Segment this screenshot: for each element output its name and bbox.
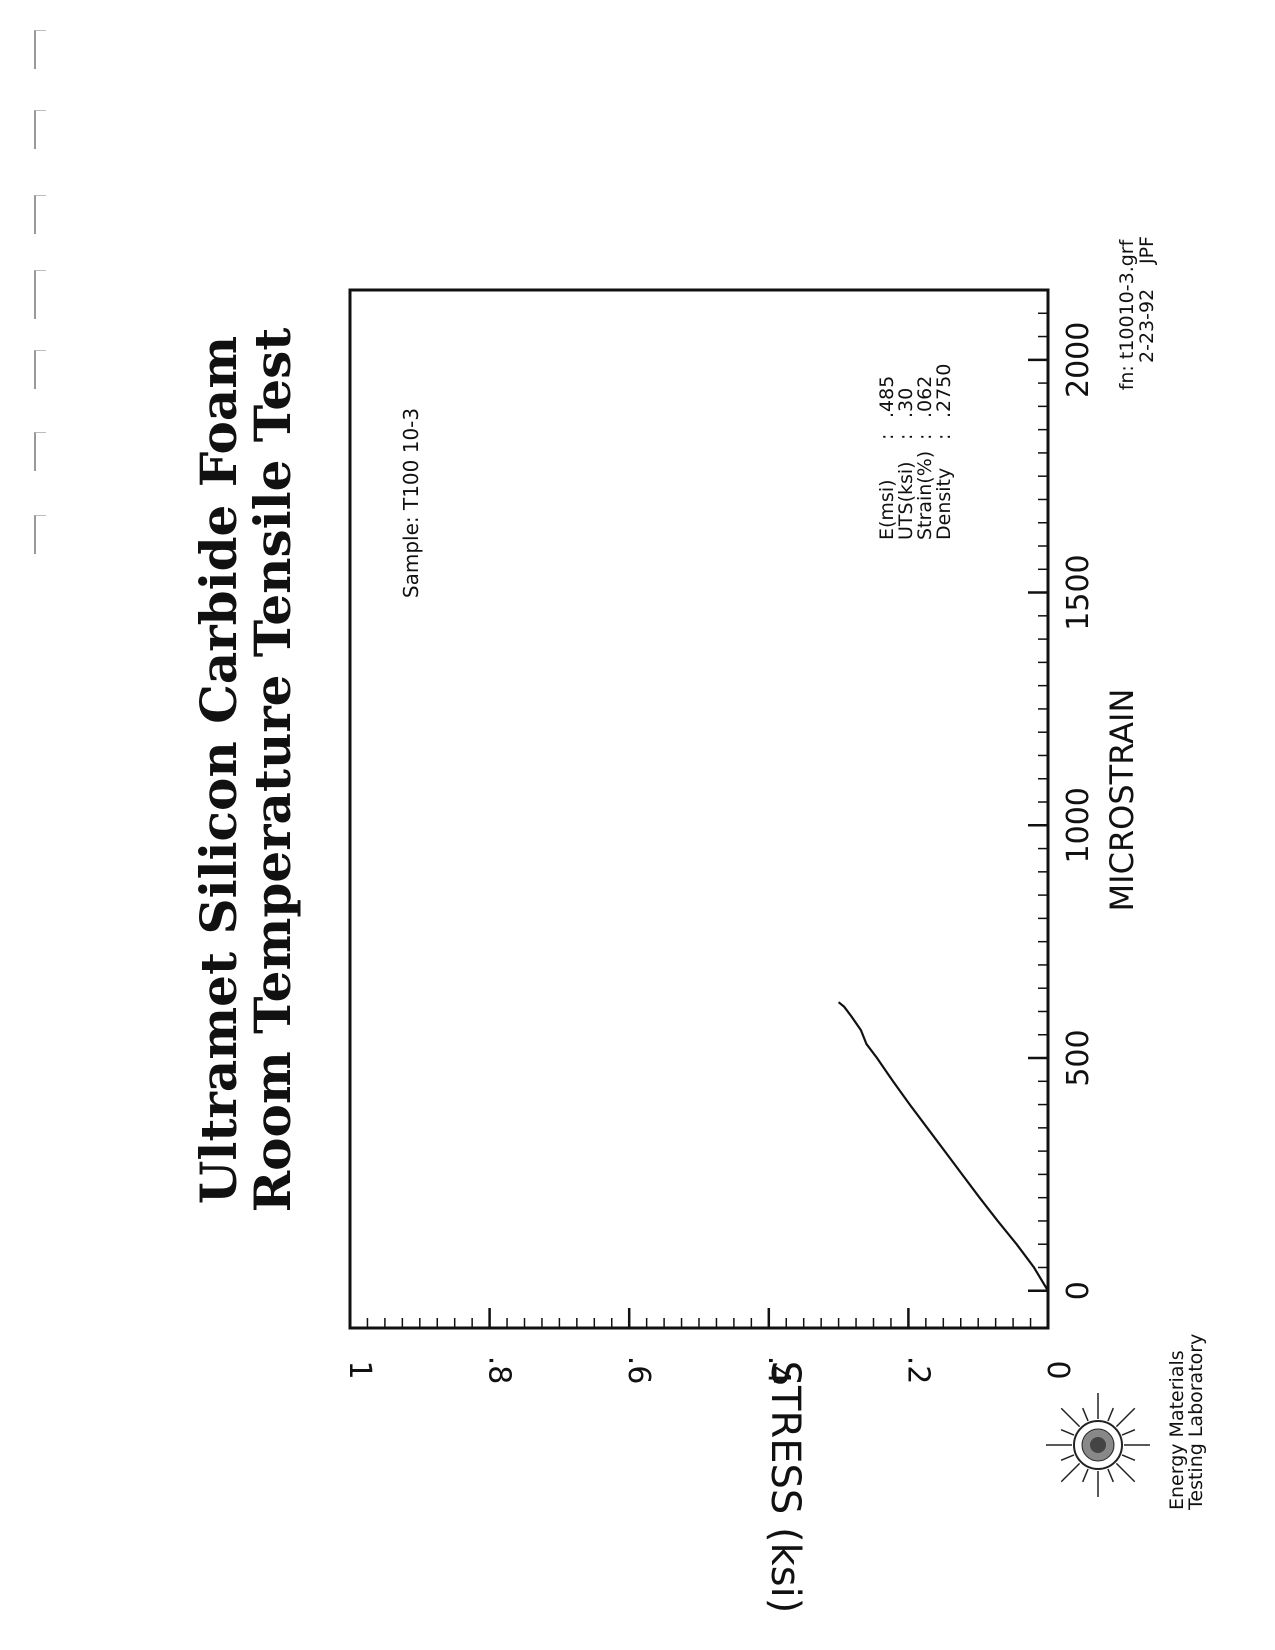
y-tick-label: 1 bbox=[342, 1360, 377, 1379]
scan-artifact bbox=[34, 350, 46, 389]
property-value: .30 bbox=[895, 388, 917, 418]
series-line-stress-strain bbox=[837, 1001, 1049, 1292]
scan-artifact bbox=[34, 270, 46, 319]
y-axis-ticks bbox=[348, 1308, 1050, 1328]
x-axis-ticks bbox=[1028, 289, 1048, 1293]
scan-artifact bbox=[34, 515, 46, 554]
logo-ray bbox=[1081, 1407, 1089, 1422]
property-separator: : bbox=[895, 434, 917, 440]
x-tick-labels: 0 500 1000 1500 2000 bbox=[1061, 322, 1096, 1301]
sample-label: Sample: T100 10-3 bbox=[399, 408, 423, 598]
scan-artifact bbox=[34, 195, 46, 234]
y-tick-labels: 0 .2 .4 .6 .8 1 bbox=[342, 1356, 1075, 1385]
x-tick-label: 2000 bbox=[1061, 322, 1096, 398]
lab-name-line1: Energy Materials bbox=[1166, 1350, 1188, 1510]
logo-ray bbox=[1060, 1454, 1075, 1462]
plot-frame bbox=[348, 288, 1050, 1330]
scan-artifact bbox=[34, 30, 46, 69]
logo-ray bbox=[1121, 1454, 1136, 1462]
x-tick-label: 0 bbox=[1061, 1281, 1096, 1300]
property-label: E(msi) bbox=[876, 479, 898, 540]
y-tick-label: .6 bbox=[621, 1356, 656, 1385]
property-label: Strain(%) bbox=[914, 451, 936, 540]
property-value: .2750 bbox=[933, 364, 955, 418]
property-separator: : bbox=[933, 434, 955, 440]
property-value: .062 bbox=[914, 376, 936, 418]
logo-ray bbox=[1060, 1428, 1075, 1436]
property-value: .485 bbox=[876, 376, 898, 418]
logo-ray bbox=[1107, 1468, 1115, 1483]
chart-subtitle: Room Temperature Tensile Test bbox=[243, 328, 302, 1213]
logo-ray bbox=[1081, 1468, 1089, 1483]
file-initials: JPF bbox=[1136, 236, 1158, 265]
chart-title: Ultramet Silicon Carbide Foam bbox=[189, 336, 248, 1204]
property-separator: : bbox=[914, 434, 936, 440]
y-tick-label: .2 bbox=[900, 1356, 935, 1385]
x-tick-label: 1500 bbox=[1061, 554, 1096, 630]
logo-ray bbox=[1115, 1462, 1136, 1483]
x-axis-label: MICROSTRAIN bbox=[1103, 689, 1141, 912]
properties-block: E(msi): .485 UTS(ksi): .30 Strain(%): .062 Den… bbox=[876, 364, 955, 540]
lab-logo-icon bbox=[1046, 1393, 1150, 1497]
property-label: Density bbox=[933, 468, 955, 540]
logo-ray bbox=[1060, 1407, 1081, 1428]
logo-ray bbox=[1121, 1428, 1136, 1436]
x-tick-label: 500 bbox=[1061, 1029, 1096, 1086]
y-axis-label: STRESS (ksi) bbox=[762, 1361, 808, 1614]
property-label: UTS(ksi) bbox=[895, 461, 917, 540]
x-tick-label: 1000 bbox=[1061, 787, 1096, 863]
logo-ray bbox=[1060, 1462, 1081, 1483]
y-tick-label: 0 bbox=[1040, 1360, 1075, 1379]
y-tick-label: .4 bbox=[761, 1356, 796, 1385]
file-date: 2-23-92 bbox=[1136, 289, 1158, 363]
scan-artifact bbox=[34, 110, 46, 149]
lab-name-line2: Testing Laboratory bbox=[1185, 1334, 1207, 1511]
file-name: fn: t10010-3.grf bbox=[1116, 238, 1138, 390]
property-separator: : bbox=[876, 434, 898, 440]
scan-artifact bbox=[34, 432, 46, 471]
logo-ray bbox=[1107, 1407, 1115, 1422]
y-tick-label: .8 bbox=[482, 1356, 517, 1385]
logo-ray bbox=[1115, 1407, 1136, 1428]
